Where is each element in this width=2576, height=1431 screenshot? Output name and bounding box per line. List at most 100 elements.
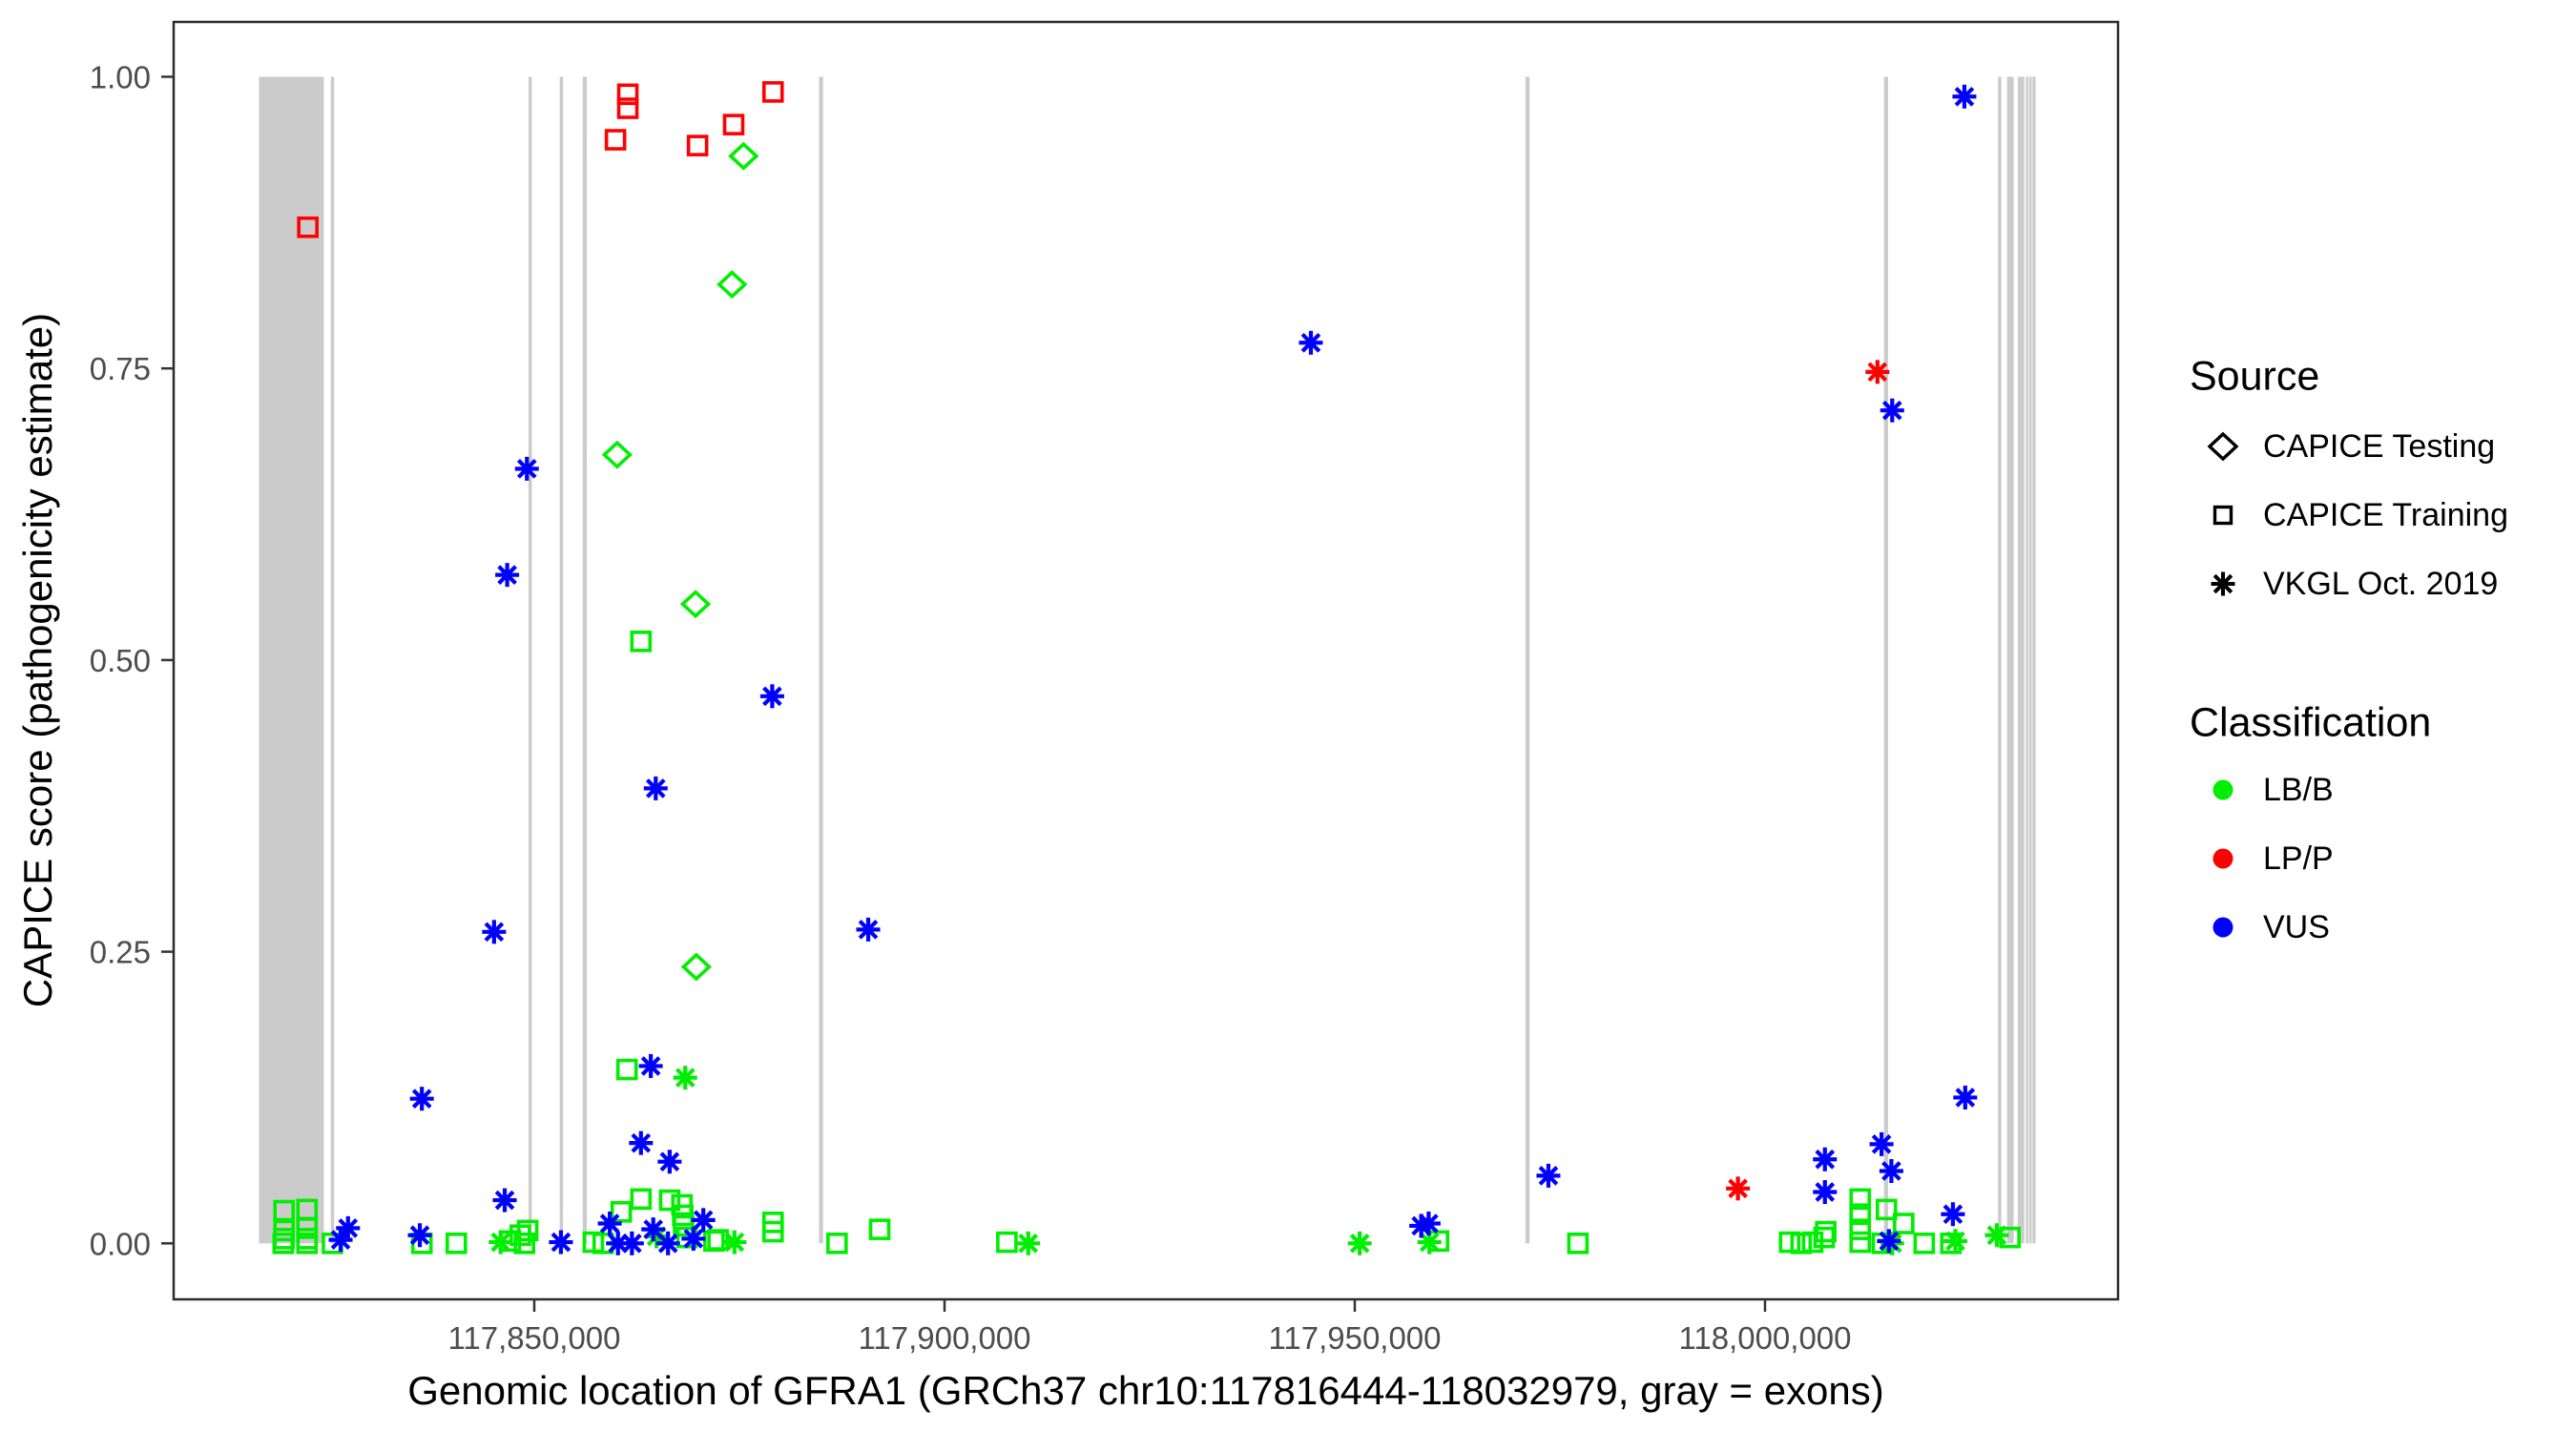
data-point <box>1880 398 1904 423</box>
data-point <box>1347 1231 1372 1255</box>
data-point <box>1893 1213 1915 1234</box>
data-point <box>1813 1147 1838 1172</box>
data-point <box>296 1198 319 1221</box>
data-point <box>996 1231 1018 1254</box>
data-point <box>1849 1188 1872 1211</box>
data-point <box>1953 1085 1978 1110</box>
data-point <box>1790 1233 1813 1255</box>
series-vkgl-oct-2019-lp-p <box>1726 360 1890 1201</box>
data-point <box>630 631 653 653</box>
exon-band <box>2017 76 2025 1244</box>
data-point <box>597 1212 622 1236</box>
data-point <box>686 135 709 156</box>
data-point <box>1879 1158 1903 1183</box>
exon-band <box>1883 76 1888 1244</box>
data-point <box>1875 1198 1898 1221</box>
series-capice-training-lb-b <box>272 631 2021 1255</box>
data-point <box>495 563 520 588</box>
data-point <box>1536 1163 1561 1188</box>
data-point <box>643 776 668 800</box>
data-point <box>601 440 634 469</box>
data-point <box>549 1230 573 1255</box>
data-point <box>619 1231 644 1255</box>
data-point <box>728 141 759 171</box>
data-point <box>297 216 319 238</box>
x-tick-label: 118,000,000 <box>1678 1320 1851 1356</box>
exon-band <box>528 76 532 1244</box>
data-point <box>681 1226 706 1251</box>
data-point <box>1943 1229 1968 1254</box>
data-point <box>273 1199 296 1222</box>
data-point <box>615 1058 638 1081</box>
data-point <box>717 270 748 300</box>
exon-band <box>582 76 588 1244</box>
series-vkgl-oct-2019-lb-b <box>488 1066 2009 1255</box>
data-point <box>1815 1220 1837 1243</box>
series-capice-testing-lb-b <box>601 141 759 982</box>
data-point <box>1849 1218 1872 1240</box>
exon-band <box>2006 76 2014 1244</box>
exon-band <box>330 76 335 1244</box>
data-point <box>1877 1229 1901 1254</box>
data-point <box>1869 1131 1894 1156</box>
data-point <box>722 1230 747 1255</box>
data-point <box>492 1188 517 1213</box>
data-point <box>1849 1231 1872 1254</box>
exon-band <box>819 76 823 1244</box>
x-axis-title: Genomic location of GFRA1 (GRCh37 chr10:… <box>407 1368 1884 1413</box>
data-point <box>655 1231 680 1255</box>
data-point <box>641 1217 666 1242</box>
data-point <box>679 590 712 619</box>
exon-band <box>2032 76 2036 1244</box>
data-point <box>482 920 507 944</box>
data-point <box>488 1230 513 1255</box>
data-point <box>1778 1231 1801 1254</box>
data-point <box>1941 1202 1965 1227</box>
y-tick-label: 0.75 <box>90 351 151 386</box>
exon-band <box>1525 76 1530 1244</box>
data-point <box>1416 1212 1441 1236</box>
data-point <box>761 1211 784 1234</box>
data-point <box>673 1214 695 1237</box>
y-tick-label: 1.00 <box>90 59 151 94</box>
data-point <box>514 456 539 481</box>
data-point <box>629 1130 654 1155</box>
data-point <box>638 1053 663 1078</box>
data-point <box>446 1233 467 1255</box>
data-point <box>610 1200 633 1223</box>
data-point <box>826 1233 848 1255</box>
data-point <box>1016 1231 1041 1255</box>
exon-band <box>2025 76 2029 1244</box>
data-point <box>761 81 784 103</box>
data-point <box>722 114 745 135</box>
data-point <box>336 1215 361 1240</box>
panel-border <box>172 20 2120 1301</box>
data-point <box>658 1189 681 1212</box>
data-point <box>630 1188 653 1211</box>
exon-band <box>1998 76 2002 1244</box>
x-tick-label: 117,950,000 <box>1268 1320 1441 1356</box>
exon-band <box>559 76 564 1244</box>
y-tick-label: 0.25 <box>90 935 151 970</box>
data-point <box>1913 1233 1936 1255</box>
data-point <box>759 684 784 709</box>
data-point <box>1984 1223 2009 1248</box>
data-point <box>616 97 639 119</box>
data-point <box>1813 1179 1838 1204</box>
data-point <box>1298 330 1323 355</box>
series-vkgl-oct-2019-vus <box>328 84 1978 1255</box>
data-point <box>868 1218 891 1240</box>
x-tick-label: 117,850,000 <box>447 1320 620 1356</box>
data-point <box>1726 1176 1751 1201</box>
data-point <box>691 1208 716 1233</box>
series-capice-training-lp-p <box>297 81 784 238</box>
data-point <box>1952 84 1977 109</box>
x-tick-label: 117,900,000 <box>858 1320 1030 1356</box>
data-point <box>604 129 627 151</box>
data-point <box>657 1150 682 1174</box>
data-point <box>516 1219 539 1242</box>
data-point <box>407 1223 432 1248</box>
data-point <box>856 917 881 942</box>
